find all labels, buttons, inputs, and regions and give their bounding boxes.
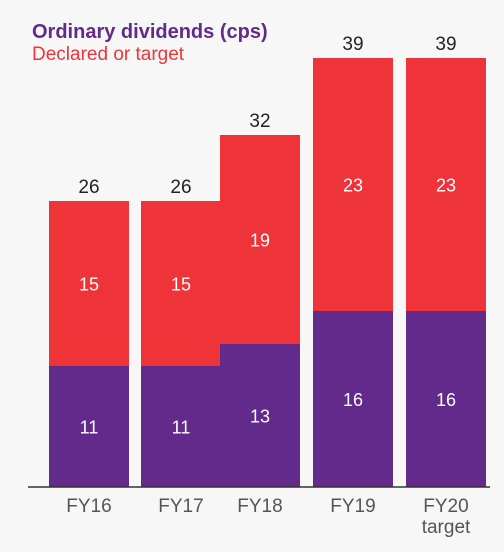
bar-ordinary-2 <box>220 344 300 487</box>
bar-declared-1 <box>141 201 221 366</box>
bar-ordinary-3 <box>313 311 393 487</box>
ordinary-value-label-4: 16 <box>436 390 456 410</box>
bar-ordinary-1 <box>141 366 221 487</box>
ordinary-value-label-3: 16 <box>343 390 363 410</box>
total-value-label-1: 26 <box>170 177 191 198</box>
bar-ordinary-0 <box>49 366 129 487</box>
bar-declared-2 <box>220 135 300 344</box>
declared-value-label-3: 23 <box>343 176 363 196</box>
chart-subtitle: Declared or target <box>32 44 185 65</box>
total-value-label-3: 39 <box>342 34 363 55</box>
category-label-4-1: target <box>422 517 471 538</box>
category-label-4-0: FY20 <box>423 496 468 517</box>
total-value-label-2: 32 <box>249 111 270 132</box>
bar-declared-4 <box>406 58 486 311</box>
total-value-label-0: 26 <box>78 177 99 198</box>
ordinary-value-label-2: 13 <box>250 407 270 427</box>
total-value-label-4: 39 <box>435 34 456 55</box>
ordinary-value-label-0: 11 <box>80 418 99 438</box>
category-label-0-0: FY16 <box>66 496 111 517</box>
chart-title: Ordinary dividends (cps) <box>32 21 268 43</box>
category-label-2-0: FY18 <box>237 496 282 517</box>
declared-value-label-0: 15 <box>79 275 99 295</box>
declared-value-label-2: 19 <box>250 231 270 251</box>
bar-declared-0 <box>49 201 129 366</box>
ordinary-value-label-1: 11 <box>172 418 191 438</box>
bar-ordinary-4 <box>406 311 486 487</box>
chart-title-block: Ordinary dividends (cps) Declared or tar… <box>32 20 268 66</box>
declared-value-label-1: 15 <box>171 275 191 295</box>
category-label-1-0: FY17 <box>158 496 203 517</box>
category-label-3-0: FY19 <box>330 496 375 517</box>
bar-declared-3 <box>313 58 393 311</box>
declared-value-label-4: 23 <box>436 176 456 196</box>
